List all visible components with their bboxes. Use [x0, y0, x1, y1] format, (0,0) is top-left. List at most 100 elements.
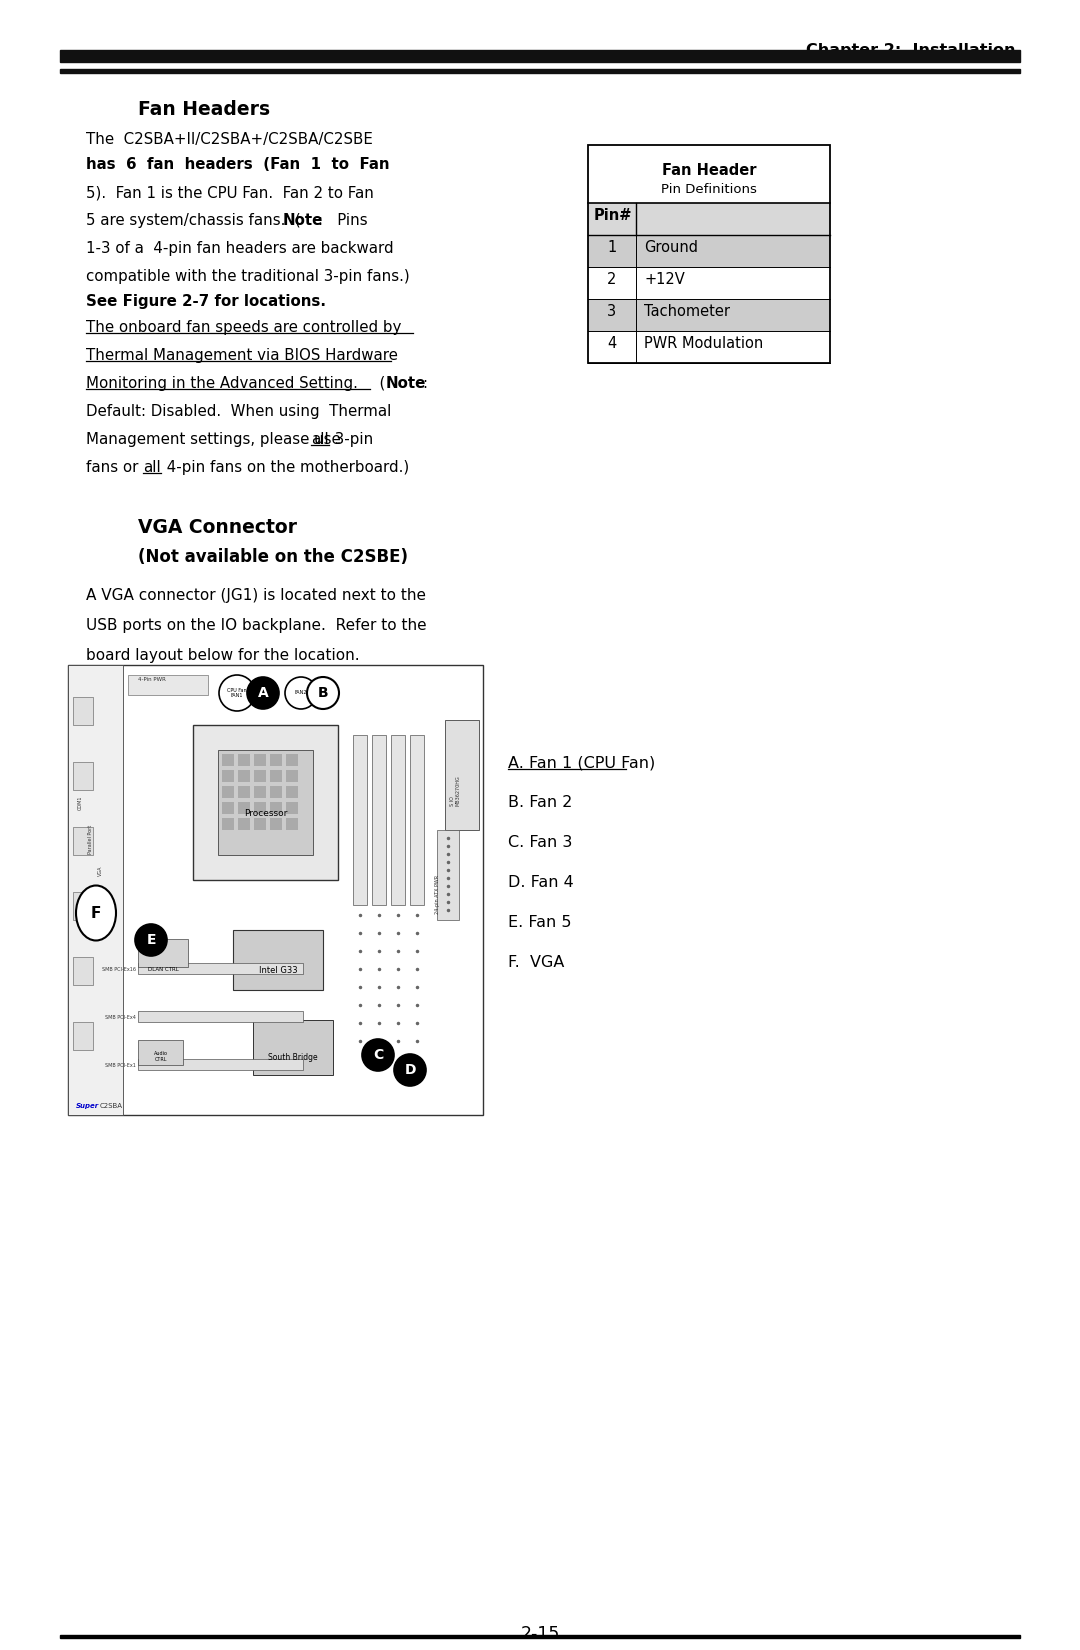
Bar: [238, 771, 249, 782]
Text: 4-pin fans on the motherboard.): 4-pin fans on the motherboard.): [162, 460, 409, 475]
Bar: [138, 1011, 303, 1021]
Text: (: (: [370, 376, 386, 391]
Text: E. Fan 5: E. Fan 5: [508, 916, 571, 931]
Circle shape: [285, 676, 318, 710]
Text: (Not available on the C2SBE): (Not available on the C2SBE): [138, 548, 408, 566]
Text: D: D: [404, 1063, 416, 1077]
Bar: [270, 802, 282, 813]
Text: Processor: Processor: [244, 808, 287, 817]
Bar: [254, 785, 266, 799]
Bar: [222, 771, 234, 782]
Bar: [286, 785, 298, 799]
Text: COM1: COM1: [78, 795, 83, 810]
Text: board layout below for the location.: board layout below for the location.: [86, 648, 360, 663]
Text: A VGA connector (JG1) is located next to the: A VGA connector (JG1) is located next to…: [86, 587, 426, 602]
Bar: [588, 332, 831, 363]
Text: Audio
CTRL: Audio CTRL: [154, 1051, 168, 1063]
Bar: [68, 665, 123, 1115]
Text: Thermal Management via BIOS Hardware: Thermal Management via BIOS Hardware: [86, 348, 397, 363]
Text: E: E: [146, 932, 156, 947]
Text: Pin#: Pin#: [594, 208, 633, 223]
Text: DLAN CTRL: DLAN CTRL: [148, 967, 178, 972]
Text: 2-15: 2-15: [521, 1625, 559, 1643]
Text: Super: Super: [76, 1102, 99, 1109]
Text: South Bridge: South Bridge: [268, 1053, 318, 1063]
Text: B. Fan 2: B. Fan 2: [508, 795, 572, 810]
Bar: [588, 203, 831, 234]
Text: D. Fan 4: D. Fan 4: [508, 874, 573, 889]
Text: Intel G33: Intel G33: [259, 965, 297, 975]
Bar: [138, 939, 188, 967]
Text: CPU Fan
FAN1: CPU Fan FAN1: [227, 688, 247, 698]
Text: A. Fan 1 (CPU Fan): A. Fan 1 (CPU Fan): [508, 756, 656, 771]
Bar: [233, 931, 323, 990]
Bar: [73, 762, 93, 790]
Bar: [222, 785, 234, 799]
Bar: [254, 802, 266, 813]
Bar: [73, 827, 93, 855]
Text: Parallel Port: Parallel Port: [87, 825, 93, 855]
Bar: [270, 818, 282, 830]
Text: 2: 2: [607, 272, 617, 287]
Text: F.  VGA: F. VGA: [508, 955, 565, 970]
Text: 3-pin: 3-pin: [330, 432, 374, 447]
Text: SMB PCI-Ex16: SMB PCI-Ex16: [102, 967, 136, 972]
Bar: [372, 734, 386, 904]
Text: Default: Disabled.  When using  Thermal: Default: Disabled. When using Thermal: [86, 404, 391, 419]
Text: F: F: [91, 906, 102, 921]
Text: See Figure 2-7 for locations.: See Figure 2-7 for locations.: [86, 294, 326, 309]
Text: PWR Modulation: PWR Modulation: [644, 337, 764, 351]
Circle shape: [307, 676, 339, 710]
Text: C. Fan 3: C. Fan 3: [508, 835, 572, 850]
Text: USB ports on the IO backplane.  Refer to the: USB ports on the IO backplane. Refer to …: [86, 619, 427, 634]
Bar: [60, 50, 1020, 63]
Text: Fan Headers: Fan Headers: [138, 101, 270, 119]
Bar: [254, 754, 266, 766]
Bar: [254, 818, 266, 830]
Text: VGA: VGA: [98, 865, 103, 876]
Text: fans or: fans or: [86, 460, 144, 475]
Bar: [73, 957, 93, 985]
Bar: [222, 802, 234, 813]
Text: A: A: [258, 686, 268, 700]
Bar: [286, 771, 298, 782]
Bar: [60, 69, 1020, 73]
Text: SMB PCI-Ex1: SMB PCI-Ex1: [105, 1063, 136, 1068]
Bar: [588, 299, 831, 332]
Bar: [588, 145, 831, 363]
Circle shape: [247, 676, 279, 710]
Text: S IO
MB36270HG: S IO MB36270HG: [450, 776, 461, 805]
Text: The  C2SBA+II/C2SBA+/C2SBA/C2SBE: The C2SBA+II/C2SBA+/C2SBA/C2SBE: [86, 132, 373, 147]
Bar: [353, 734, 367, 904]
Circle shape: [394, 1054, 426, 1086]
Bar: [222, 754, 234, 766]
Text: Management settings, please use: Management settings, please use: [86, 432, 346, 447]
Text: C2SBA: C2SBA: [100, 1102, 123, 1109]
Bar: [445, 719, 480, 830]
Text: B: B: [318, 686, 328, 700]
Bar: [238, 785, 249, 799]
Text: Note: Note: [283, 213, 323, 228]
Text: Monitoring in the Advanced Setting.: Monitoring in the Advanced Setting.: [86, 376, 357, 391]
Text: The onboard fan speeds are controlled by: The onboard fan speeds are controlled by: [86, 320, 402, 335]
Text: 1-3 of a  4-pin fan headers are backward: 1-3 of a 4-pin fan headers are backward: [86, 241, 393, 256]
Bar: [138, 964, 303, 973]
Text: Chapter 2:  Installation: Chapter 2: Installation: [806, 43, 1015, 58]
Bar: [391, 734, 405, 904]
Text: :   Pins: : Pins: [318, 213, 367, 228]
Text: all: all: [311, 432, 328, 447]
Bar: [73, 1021, 93, 1049]
Bar: [286, 818, 298, 830]
Bar: [218, 751, 313, 855]
Text: :: :: [422, 376, 427, 391]
Bar: [254, 771, 266, 782]
Text: all: all: [143, 460, 161, 475]
Text: FAN2: FAN2: [295, 690, 307, 696]
Bar: [238, 754, 249, 766]
Text: has  6  fan  headers  (Fan  1  to  Fan: has 6 fan headers (Fan 1 to Fan: [86, 157, 390, 172]
Text: VGA Connector: VGA Connector: [138, 518, 297, 536]
Text: 5).  Fan 1 is the CPU Fan.  Fan 2 to Fan: 5). Fan 1 is the CPU Fan. Fan 2 to Fan: [86, 185, 374, 200]
Bar: [138, 1059, 303, 1069]
Bar: [68, 665, 483, 1115]
Bar: [270, 785, 282, 799]
